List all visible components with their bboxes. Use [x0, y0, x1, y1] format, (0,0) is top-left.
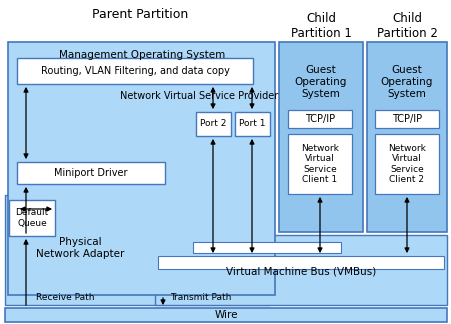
Bar — [9, 200, 55, 236]
Text: TCP/IP: TCP/IP — [304, 114, 334, 124]
Text: Wire: Wire — [214, 310, 237, 320]
Bar — [8, 42, 274, 295]
Bar — [196, 112, 230, 136]
Bar — [158, 256, 443, 269]
Text: Miniport Driver: Miniport Driver — [54, 168, 128, 178]
Bar — [17, 162, 165, 184]
Text: Child
Partition 2: Child Partition 2 — [376, 12, 437, 40]
Text: Guest
Operating
System: Guest Operating System — [380, 65, 432, 98]
Bar — [287, 110, 351, 128]
Text: Port 2: Port 2 — [199, 120, 226, 129]
Text: Default
Queue: Default Queue — [15, 208, 49, 228]
Bar — [287, 134, 351, 194]
Text: Network Virtual Service Provider: Network Virtual Service Provider — [120, 91, 278, 101]
Bar — [374, 134, 438, 194]
Bar — [155, 235, 446, 305]
Text: Port 1: Port 1 — [238, 120, 265, 129]
Bar — [374, 110, 438, 128]
Bar — [5, 195, 269, 305]
Text: Network
Virtual
Service
Client 2: Network Virtual Service Client 2 — [387, 144, 425, 184]
Text: Guest
Operating
System: Guest Operating System — [294, 65, 346, 98]
Text: Management Operating System: Management Operating System — [59, 50, 225, 60]
Bar — [5, 308, 446, 322]
Text: Network
Virtual
Service
Client 1: Network Virtual Service Client 1 — [300, 144, 338, 184]
Text: TCP/IP: TCP/IP — [391, 114, 421, 124]
Text: Receive Path: Receive Path — [36, 293, 94, 302]
Bar — [17, 58, 253, 84]
Bar — [278, 42, 362, 232]
Text: Transmit Path: Transmit Path — [170, 293, 231, 302]
Text: Child
Partition 1: Child Partition 1 — [290, 12, 351, 40]
Text: Physical
Network Adapter: Physical Network Adapter — [36, 237, 124, 259]
Text: Virtual Machine Bus (VMBus): Virtual Machine Bus (VMBus) — [226, 267, 375, 277]
Text: Parent Partition: Parent Partition — [92, 8, 188, 21]
Text: Routing, VLAN Filtering, and data copy: Routing, VLAN Filtering, and data copy — [41, 66, 229, 76]
Bar — [193, 242, 340, 253]
Bar — [366, 42, 446, 232]
Bar — [235, 112, 269, 136]
